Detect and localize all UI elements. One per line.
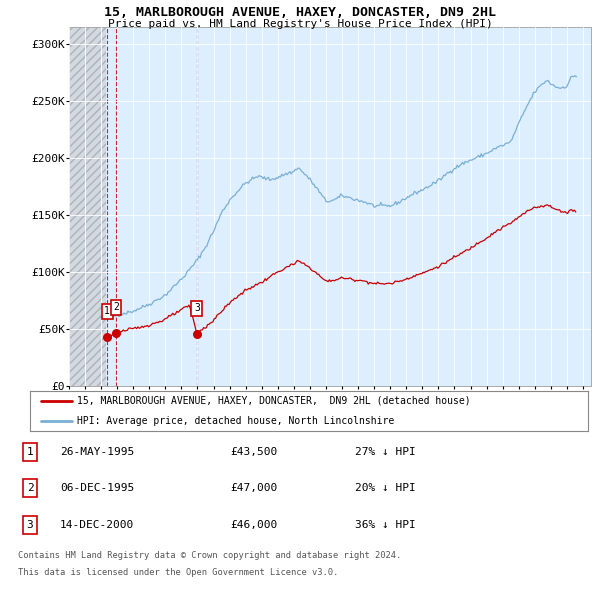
Text: 3: 3 xyxy=(194,303,200,313)
Text: 15, MARLBOROUGH AVENUE, HAXEY, DONCASTER,  DN9 2HL (detached house): 15, MARLBOROUGH AVENUE, HAXEY, DONCASTER… xyxy=(77,396,471,405)
Text: Contains HM Land Registry data © Crown copyright and database right 2024.: Contains HM Land Registry data © Crown c… xyxy=(18,551,401,560)
Text: 1: 1 xyxy=(104,306,110,316)
Text: 36% ↓ HPI: 36% ↓ HPI xyxy=(355,520,416,530)
Text: 26-MAY-1995: 26-MAY-1995 xyxy=(60,447,134,457)
Text: £43,500: £43,500 xyxy=(230,447,277,457)
Text: 3: 3 xyxy=(26,520,34,530)
Text: 1: 1 xyxy=(26,447,34,457)
Text: 2: 2 xyxy=(113,302,119,312)
Text: Price paid vs. HM Land Registry's House Price Index (HPI): Price paid vs. HM Land Registry's House … xyxy=(107,19,493,29)
Text: HPI: Average price, detached house, North Lincolnshire: HPI: Average price, detached house, Nort… xyxy=(77,416,395,425)
Text: 2: 2 xyxy=(26,483,34,493)
Text: 14-DEC-2000: 14-DEC-2000 xyxy=(60,520,134,530)
Text: £46,000: £46,000 xyxy=(230,520,277,530)
Text: 27% ↓ HPI: 27% ↓ HPI xyxy=(355,447,416,457)
Point xyxy=(111,328,121,337)
Point xyxy=(192,329,202,339)
Text: 06-DEC-1995: 06-DEC-1995 xyxy=(60,483,134,493)
Text: 15, MARLBOROUGH AVENUE, HAXEY, DONCASTER, DN9 2HL: 15, MARLBOROUGH AVENUE, HAXEY, DONCASTER… xyxy=(104,6,496,19)
Text: 20% ↓ HPI: 20% ↓ HPI xyxy=(355,483,416,493)
Text: This data is licensed under the Open Government Licence v3.0.: This data is licensed under the Open Gov… xyxy=(18,568,338,576)
Point xyxy=(103,332,112,342)
Bar xyxy=(69,27,106,386)
Text: £47,000: £47,000 xyxy=(230,483,277,493)
